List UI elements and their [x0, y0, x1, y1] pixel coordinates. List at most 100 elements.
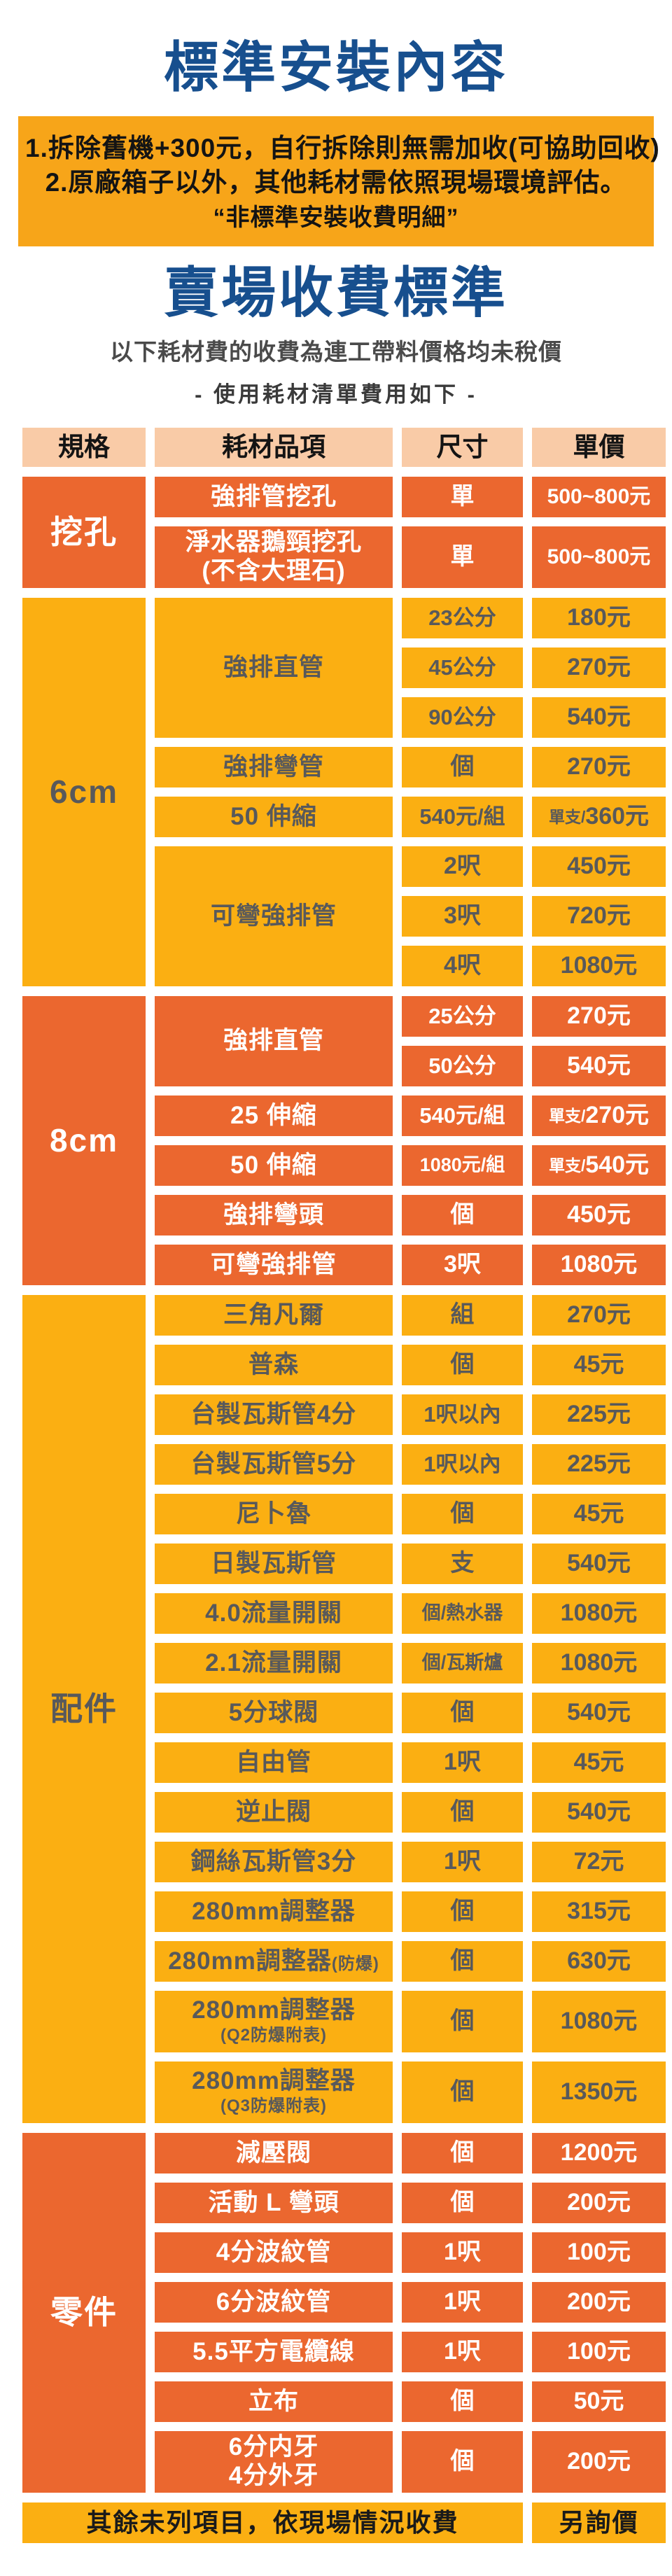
item-cell: 強排直管	[155, 995, 393, 1086]
price-cell: 180元	[532, 597, 666, 638]
item-name: 日製瓦斯管	[210, 1549, 337, 1577]
size-cell: 540元/組	[402, 796, 523, 837]
item-cell: 50 伸縮	[155, 796, 393, 837]
item-cell: 強排彎頭	[155, 1194, 393, 1236]
size-cell: 3呎	[402, 1244, 523, 1285]
size-cell: 個	[402, 2132, 523, 2174]
price-cell: 72元	[532, 1841, 666, 1882]
item-name: 25 伸縮	[230, 1101, 317, 1129]
table-header-row: 規格 耗材品項 尺寸 單價	[22, 427, 666, 467]
item-cell: 三角凡爾	[155, 1294, 393, 1336]
size-cell: 個	[402, 1344, 523, 1385]
price-cell: 100元	[532, 2331, 666, 2372]
item-name: 5.5平方電纜線	[192, 2337, 355, 2365]
price-cell: 50元	[532, 2381, 666, 2422]
size-cell: 2呎	[402, 846, 523, 887]
item-name: 強排管挖孔	[210, 482, 337, 510]
footer-price: 另詢價	[532, 2502, 666, 2543]
price-cell: 500~800元	[532, 526, 666, 588]
item-name: 減壓閥	[235, 2138, 312, 2166]
item-name: 50 伸縮	[230, 802, 317, 830]
item-cell: 5.5平方電纜線	[155, 2331, 393, 2372]
item-cell: 強排直管	[155, 597, 393, 738]
size-cell: 1呎	[402, 2232, 523, 2273]
section-label: 6cm	[22, 597, 146, 986]
item-name: 強排彎頭	[223, 1200, 324, 1228]
price-cell: 500~800元	[532, 476, 666, 517]
item-cell: 280mm調整器 (Q2防爆附表)	[155, 1990, 393, 2052]
item-name-suffix: (防爆)	[331, 1954, 379, 1973]
price-cell: 540元	[532, 1045, 666, 1086]
price-cell: 450元	[532, 1194, 666, 1236]
section-label: 配件	[22, 1294, 146, 2123]
size-cell: 3呎	[402, 895, 523, 937]
size-cell: 4呎	[402, 945, 523, 986]
section-label: 挖孔	[22, 476, 146, 588]
price-cell: 225元	[532, 1394, 666, 1435]
size-cell: 個/瓦斯爐	[402, 1642, 523, 1684]
item-name: 50 伸縮	[230, 1151, 317, 1179]
item-name: 280mm調整器	[192, 1996, 356, 2024]
price-cell: 315元	[532, 1891, 666, 1932]
price-cell: 1080元	[532, 1244, 666, 1285]
subtitle-tax-note: 以下耗材費的收費為連工帶料價格均未稅價	[110, 337, 562, 365]
item-name: 鋼絲瓦斯管3分	[190, 1847, 357, 1875]
size-cell: 1呎	[402, 2281, 523, 2323]
item-cell: 淨水器鵝頸挖孔 (不含大理石)	[155, 526, 393, 588]
item-cell: 自由管	[155, 1742, 393, 1783]
size-cell: 單	[402, 476, 523, 517]
size-cell: 個	[402, 1791, 523, 1833]
price-cell: 1080元	[532, 1592, 666, 1634]
item-cell: 逆止閥	[155, 1791, 393, 1833]
price-amount: 360元	[585, 803, 650, 830]
item-cell: 280mm調整器(防爆)	[155, 1940, 393, 1982]
note-line-1: 1.拆除舊機+300元，自行拆除則無需加收(可協助回收)	[25, 133, 660, 162]
price-unit-prefix: 單支/	[548, 1156, 586, 1175]
size-cell: 1呎以內	[402, 1394, 523, 1435]
notes-box: 1.拆除舊機+300元，自行拆除則無需加收(可協助回收) 2.原廠箱子以外，其他…	[18, 115, 660, 247]
size-cell: 個	[402, 2381, 523, 2422]
item-name: 台製瓦斯管4分	[190, 1400, 357, 1428]
size-cell: 個/熱水器	[402, 1592, 523, 1634]
size-cell: 45公分	[402, 647, 523, 688]
item-cell: 280mm調整器 (Q3防爆附表)	[155, 2061, 393, 2123]
header-spec: 規格	[22, 427, 146, 467]
size-cell: 1080元/組	[402, 1144, 523, 1186]
price-unit-prefix: 單支/	[548, 1106, 586, 1125]
price-cell: 45元	[532, 1742, 666, 1783]
price-table: 規格 耗材品項 尺寸 單價 挖孔 強排管挖孔單 500~800元 淨水器鵝頸挖孔 (不含…	[22, 427, 666, 2543]
price-cell: 200元	[532, 2182, 666, 2223]
price-cell: 1350元	[532, 2061, 666, 2123]
price-cell: 450元	[532, 846, 666, 887]
size-cell: 組	[402, 1294, 523, 1336]
size-cell: 個	[402, 1990, 523, 2052]
item-name: 280mm調整器	[192, 1897, 356, 1925]
price-cell: 630元	[532, 1940, 666, 1982]
price-cell: 540元	[532, 1791, 666, 1833]
table-footer-row: 其餘未列項目，依現場情況收費 另詢價	[22, 2502, 666, 2543]
item-name: 280mm調整器	[192, 2067, 356, 2095]
size-cell: 50公分	[402, 1045, 523, 1086]
item-name: 逆止閥	[235, 1798, 312, 1826]
item-name: 5分球閥	[228, 1698, 319, 1726]
price-cell: 270元	[532, 1294, 666, 1336]
section-6cm: 6cm 強排直管 23公分 180元 45公分 270元 90公分 540元 強排彎管個 270元…	[22, 597, 666, 986]
item-name: 強排直管	[223, 653, 324, 681]
item-cell: 2.1流量開關	[155, 1642, 393, 1684]
price-cell: 單支/540元	[532, 1144, 666, 1186]
size-cell: 個	[402, 2430, 523, 2493]
item-cell: 4分波紋管	[155, 2232, 393, 2273]
item-name: 三角凡爾	[223, 1301, 324, 1329]
item-cell: 普森	[155, 1344, 393, 1385]
size-cell: 1呎	[402, 2331, 523, 2372]
price-cell: 225元	[532, 1443, 666, 1485]
item-name: 尼卜魯	[235, 1499, 312, 1527]
item-name: 280mm調整器(防爆)	[168, 1947, 379, 1975]
price-cell: 1080元	[532, 945, 666, 986]
size-cell: 個	[402, 1692, 523, 1733]
page-title: 標準安裝內容	[163, 36, 508, 98]
size-cell: 90公分	[402, 696, 523, 738]
item-cell: 台製瓦斯管5分	[155, 1443, 393, 1485]
price-value: 單支/540元	[549, 1152, 649, 1179]
